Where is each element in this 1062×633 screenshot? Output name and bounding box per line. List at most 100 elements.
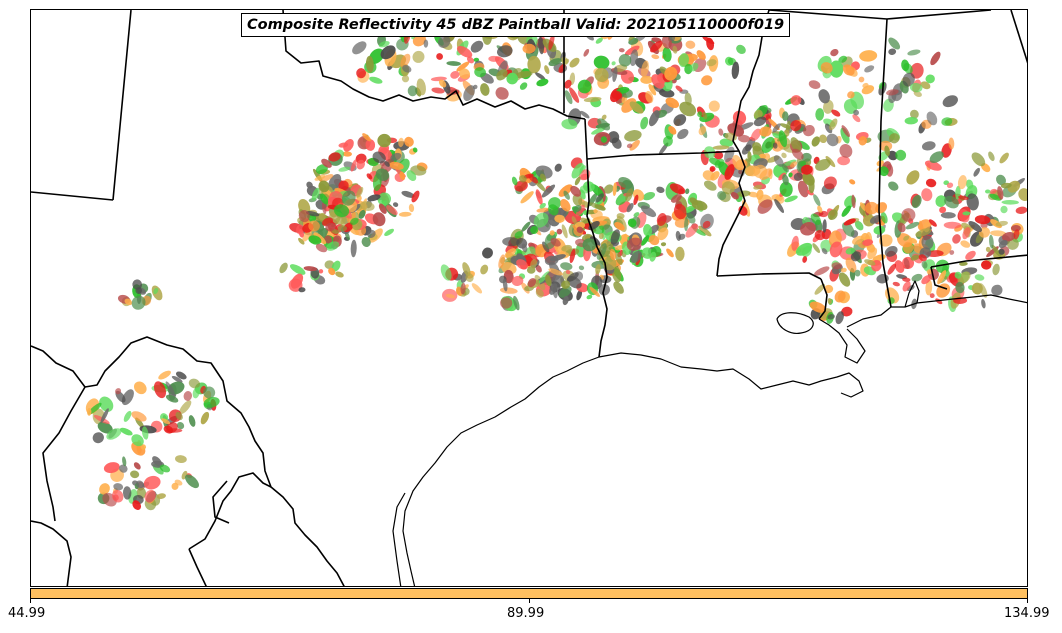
- reflectivity-blob: [839, 144, 853, 158]
- reflectivity-blob: [783, 159, 797, 167]
- reflectivity-blob: [144, 489, 156, 503]
- reflectivity-blob: [710, 171, 720, 181]
- reflectivity-blob: [140, 444, 147, 450]
- reflectivity-blob: [402, 64, 412, 73]
- reflectivity-blob: [732, 154, 743, 171]
- reflectivity-blob: [569, 57, 580, 68]
- reflectivity-blob: [778, 130, 788, 148]
- reflectivity-blob: [570, 185, 581, 197]
- mexico-state-border-3: [188, 472, 272, 550]
- reflectivity-blob: [338, 142, 349, 148]
- reflectivity-blob: [685, 40, 696, 49]
- reflectivity-blob: [399, 171, 406, 181]
- reflectivity-blob: [86, 408, 92, 416]
- mexico-state-border-4: [188, 548, 207, 586]
- reflectivity-blob: [544, 65, 550, 75]
- reflectivity-blob: [573, 205, 582, 213]
- reflectivity-blob: [925, 178, 937, 188]
- reflectivity-blob: [456, 45, 473, 58]
- reflectivity-blob: [583, 96, 602, 103]
- reflectivity-blob: [888, 37, 901, 50]
- reflectivity-blob: [519, 82, 528, 90]
- reflectivity-blob: [706, 37, 715, 51]
- reflectivity-blob: [850, 251, 862, 262]
- reflectivity-blob: [888, 48, 897, 55]
- reflectivity-blob: [311, 187, 320, 201]
- reflectivity-blob: [841, 306, 853, 317]
- colorbar-tick-label-mid: 89.99: [507, 606, 545, 621]
- reflectivity-blob: [320, 193, 329, 205]
- reflectivity-blob: [940, 212, 956, 219]
- reflectivity-blob: [624, 130, 642, 142]
- reflectivity-blob: [183, 391, 193, 401]
- reflectivity-blob: [571, 162, 584, 179]
- reflectivity-blob: [774, 198, 785, 213]
- louisiana-delta-coast: [818, 318, 866, 364]
- reflectivity-blob: [753, 116, 767, 127]
- reflectivity-blob: [495, 87, 509, 100]
- reflectivity-blob: [790, 95, 802, 106]
- reflectivity-blob: [571, 216, 577, 225]
- reflectivity-blob: [1018, 188, 1027, 202]
- reflectivity-blob: [862, 239, 874, 246]
- reflectivity-blob: [888, 181, 899, 191]
- reflectivity-blob: [797, 180, 809, 198]
- reflectivity-blob: [663, 135, 673, 147]
- reflectivity-blob: [837, 156, 850, 166]
- panhandle-east-border: [112, 10, 132, 201]
- reflectivity-blob: [684, 217, 689, 232]
- reflectivity-blob: [724, 164, 735, 180]
- reflectivity-blob: [500, 262, 517, 275]
- reflectivity-blob: [802, 124, 815, 137]
- reflectivity-blob: [633, 212, 640, 218]
- mississippi-alabama-border: [878, 18, 892, 308]
- reflectivity-blob: [820, 62, 833, 74]
- reflectivity-blob: [375, 168, 390, 181]
- reflectivity-blob: [303, 266, 318, 272]
- reflectivity-blob: [999, 152, 1009, 164]
- reflectivity-blob: [119, 427, 133, 436]
- lake-pontchartrain: [776, 312, 814, 334]
- reflectivity-blob: [906, 170, 920, 185]
- reflectivity-blob: [561, 118, 578, 130]
- reflectivity-blob: [880, 211, 888, 224]
- reflectivity-blob: [823, 99, 834, 114]
- reflectivity-blob: [823, 176, 837, 190]
- reflectivity-blob: [708, 100, 720, 112]
- reflectivity-blob: [779, 181, 793, 197]
- reflectivity-blob: [554, 214, 565, 223]
- reflectivity-blob: [679, 101, 697, 117]
- reflectivity-blob: [640, 75, 654, 84]
- reflectivity-blob: [595, 37, 603, 44]
- reflectivity-blob: [540, 173, 547, 182]
- reflectivity-blob: [122, 486, 132, 500]
- reflectivity-blob: [445, 293, 456, 299]
- reflectivity-blob: [548, 197, 561, 210]
- reflectivity-blob: [407, 85, 418, 97]
- reflectivity-blob: [131, 411, 147, 422]
- reflectivity-blob: [538, 36, 545, 55]
- reflectivity-blob: [308, 235, 322, 245]
- reflectivity-blob: [826, 133, 839, 147]
- reflectivity-blob: [456, 61, 470, 72]
- reflectivity-blob: [575, 204, 585, 217]
- reflectivity-blob: [939, 206, 947, 214]
- reflectivity-blob: [864, 65, 875, 73]
- reflectivity-blob: [119, 464, 128, 473]
- reflectivity-blob: [840, 127, 850, 144]
- reflectivity-blob: [841, 125, 851, 138]
- reflectivity-blob: [315, 164, 328, 175]
- reflectivity-blob: [165, 428, 183, 433]
- reflectivity-blob: [904, 116, 918, 125]
- reflectivity-blob: [678, 53, 689, 68]
- reflectivity-blob: [362, 133, 372, 142]
- reflectivity-blob: [97, 421, 113, 434]
- reflectivity-blob: [672, 45, 678, 54]
- reflectivity-blob: [696, 50, 706, 60]
- reflectivity-blob: [618, 48, 625, 53]
- reflectivity-blob: [827, 298, 832, 305]
- reflectivity-blob: [384, 161, 390, 167]
- gulf-coast-ms-al: [846, 294, 1027, 328]
- reflectivity-blob: [361, 236, 371, 248]
- reflectivity-blob: [321, 158, 332, 168]
